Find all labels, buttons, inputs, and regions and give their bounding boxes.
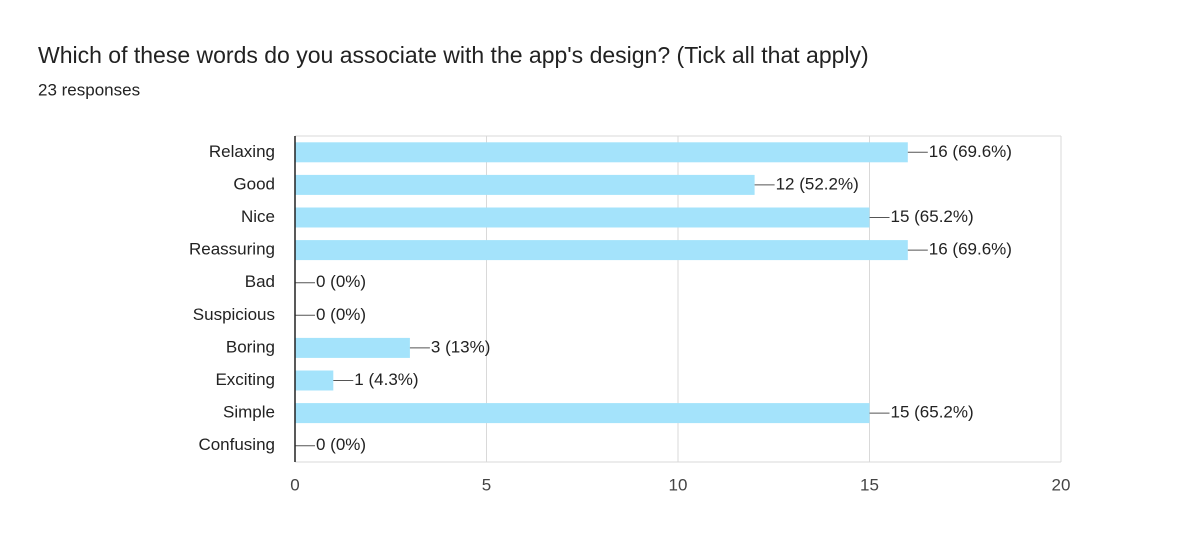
bar [295, 142, 908, 163]
x-tick-label: 5 [482, 475, 491, 494]
y-tick-label: Nice [241, 207, 275, 226]
x-tick-label: 15 [860, 475, 879, 494]
y-tick-label: Good [233, 174, 275, 193]
data-label: 16 (69.6%) [929, 142, 1012, 161]
bar [295, 403, 870, 424]
y-tick-label: Reassuring [189, 240, 275, 259]
data-label: 15 (65.2%) [891, 403, 974, 422]
bar [295, 337, 410, 358]
x-tick-label: 0 [290, 475, 299, 494]
data-label: 1 (4.3%) [354, 370, 418, 389]
data-label: 16 (69.6%) [929, 240, 1012, 259]
y-tick-label: Boring [226, 337, 275, 356]
bar [295, 207, 870, 228]
y-tick-label: Suspicious [193, 305, 275, 324]
bar [295, 174, 755, 195]
data-label: 0 (0%) [316, 305, 366, 324]
y-tick-label: Confusing [198, 435, 275, 454]
chart-title: Which of these words do you associate wi… [38, 42, 869, 68]
y-tick-label: Exciting [215, 370, 275, 389]
data-label: 0 (0%) [316, 272, 366, 291]
data-label: 0 (0%) [316, 435, 366, 454]
data-label: 12 (52.2%) [776, 174, 859, 193]
data-label: 15 (65.2%) [891, 207, 974, 226]
y-tick-label: Bad [245, 272, 275, 291]
y-tick-label: Relaxing [209, 142, 275, 161]
data-label: 3 (13%) [431, 337, 491, 356]
y-tick-label: Simple [223, 403, 275, 422]
bar [295, 240, 908, 261]
x-tick-label: 10 [669, 475, 688, 494]
chart-subtitle: 23 responses [38, 80, 140, 99]
bar [295, 370, 334, 391]
x-tick-label: 20 [1052, 475, 1071, 494]
